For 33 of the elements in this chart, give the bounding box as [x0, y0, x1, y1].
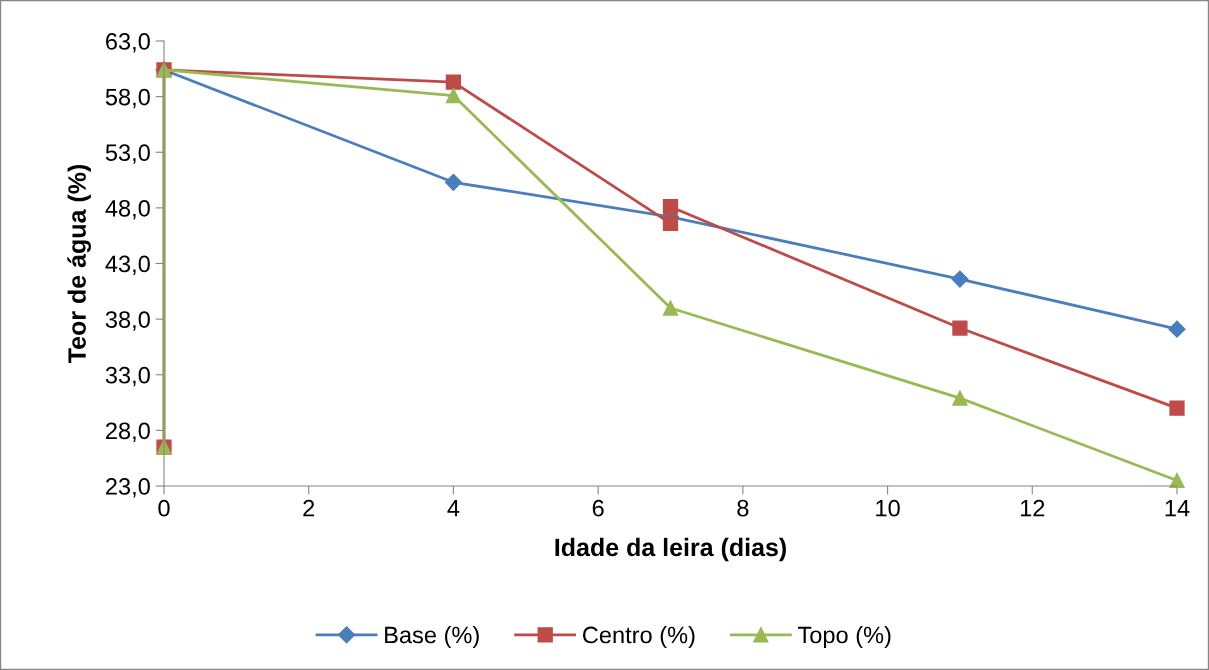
- point: [952, 390, 968, 406]
- y-tick-label: 48,0: [105, 199, 150, 220]
- y-axis-title: Teor de água (%): [67, 164, 91, 363]
- point: [445, 87, 462, 104]
- point: [445, 74, 462, 90]
- point: [952, 320, 968, 336]
- point: [444, 173, 462, 191]
- point: [1169, 400, 1185, 416]
- y-tick-label: 63,0: [106, 33, 150, 53]
- point: [662, 199, 679, 215]
- y-tick-label: 43,0: [105, 255, 150, 276]
- legend-label: Centro (%): [583, 625, 695, 648]
- x-tick-label: 2: [303, 499, 315, 517]
- point: [662, 300, 679, 316]
- y-tick-label: 33,0: [105, 366, 150, 387]
- y-tick-label: 23,0: [106, 478, 150, 498]
- y-tick-label: 38,0: [105, 311, 150, 331]
- legend-label: Topo (%): [798, 625, 891, 649]
- x-tick-label: 6: [592, 499, 604, 517]
- point: [662, 215, 679, 232]
- legend-label: Base (%): [385, 625, 479, 648]
- x-tick-label: 4: [447, 500, 460, 517]
- x-tick-label: 10: [876, 499, 900, 517]
- y-tick-label: 28,0: [106, 422, 150, 442]
- point: [951, 270, 969, 288]
- x-axis-title: Idade da leira (dias): [555, 537, 786, 562]
- point: [1168, 320, 1186, 338]
- x-tick-label: 12: [1020, 499, 1045, 517]
- y-tick-label: 53,0: [105, 144, 150, 164]
- y-tick-label: 58,0: [105, 88, 150, 109]
- x-tick-label: 0: [158, 499, 170, 517]
- x-tick-label: 8: [737, 499, 749, 517]
- x-tick-label: 14: [1165, 500, 1190, 517]
